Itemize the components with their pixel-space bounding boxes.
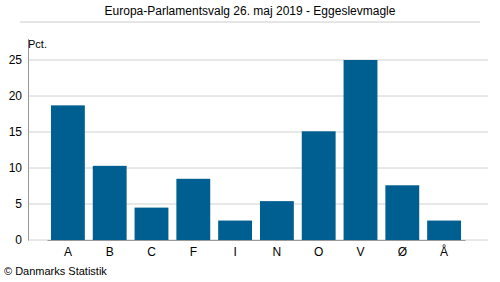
y-tick: 10 (9, 161, 28, 175)
y-tick: 0 (15, 233, 28, 247)
source: © Danmarks Statistik (4, 265, 107, 277)
x-axis: ABCFINOVØÅ (48, 240, 466, 259)
y-label: Pct. (28, 38, 47, 50)
chart: Europa-Parlamentsvalg 26. maj 2019 - Egg… (0, 0, 500, 282)
x-tick-label: O (314, 245, 323, 259)
y-axis-line (28, 39, 29, 241)
x-tick: N (273, 240, 282, 259)
grid-line (28, 132, 488, 133)
x-tick: O (314, 240, 323, 259)
bar (93, 166, 127, 240)
y-tick-label: 25 (9, 53, 23, 67)
grid-line (28, 96, 488, 97)
x-tick-label: B (106, 245, 114, 259)
bars (51, 60, 461, 240)
x-tick: A (64, 240, 72, 259)
grid (28, 60, 488, 240)
x-tick: F (190, 240, 197, 259)
x-tick-label: A (64, 245, 72, 259)
x-tick-label: C (147, 245, 156, 259)
bar (135, 208, 169, 240)
bar (218, 221, 252, 240)
y-tick: 25 (9, 53, 28, 67)
y-tick-label: 10 (9, 161, 23, 175)
x-tick-label: I (233, 245, 236, 259)
grid-line (28, 60, 488, 61)
y-tick-label: 15 (9, 125, 23, 139)
x-tick-label: F (190, 245, 197, 259)
bar (385, 185, 419, 240)
bar (260, 201, 294, 240)
title: Europa-Parlamentsvalg 26. maj 2019 - Egg… (105, 4, 396, 18)
y-tick-label: 20 (9, 89, 23, 103)
bar (51, 105, 85, 240)
x-tick: I (233, 240, 236, 259)
x-tick-label: V (356, 245, 364, 259)
x-tick-label: Å (440, 244, 448, 259)
y-tick: 15 (9, 125, 28, 139)
x-tick: C (147, 240, 156, 259)
x-tick: Å (440, 240, 448, 259)
y-axis: 0 5 10 15 20 25 (9, 39, 29, 247)
y-tick-label: 0 (15, 233, 22, 247)
x-axis-line (48, 240, 466, 241)
title-rule (20, 22, 480, 23)
y-tick-label: 5 (15, 197, 22, 211)
x-tick: B (106, 240, 114, 259)
x-tick: Ø (398, 240, 407, 259)
x-tick: V (356, 240, 364, 259)
y-tick: 5 (15, 197, 28, 211)
bar (427, 221, 461, 240)
y-tick: 20 (9, 89, 28, 103)
bar (344, 60, 378, 240)
x-tick-label: N (273, 245, 282, 259)
bar (302, 131, 336, 240)
x-tick-label: Ø (398, 245, 407, 259)
bar (176, 179, 210, 240)
